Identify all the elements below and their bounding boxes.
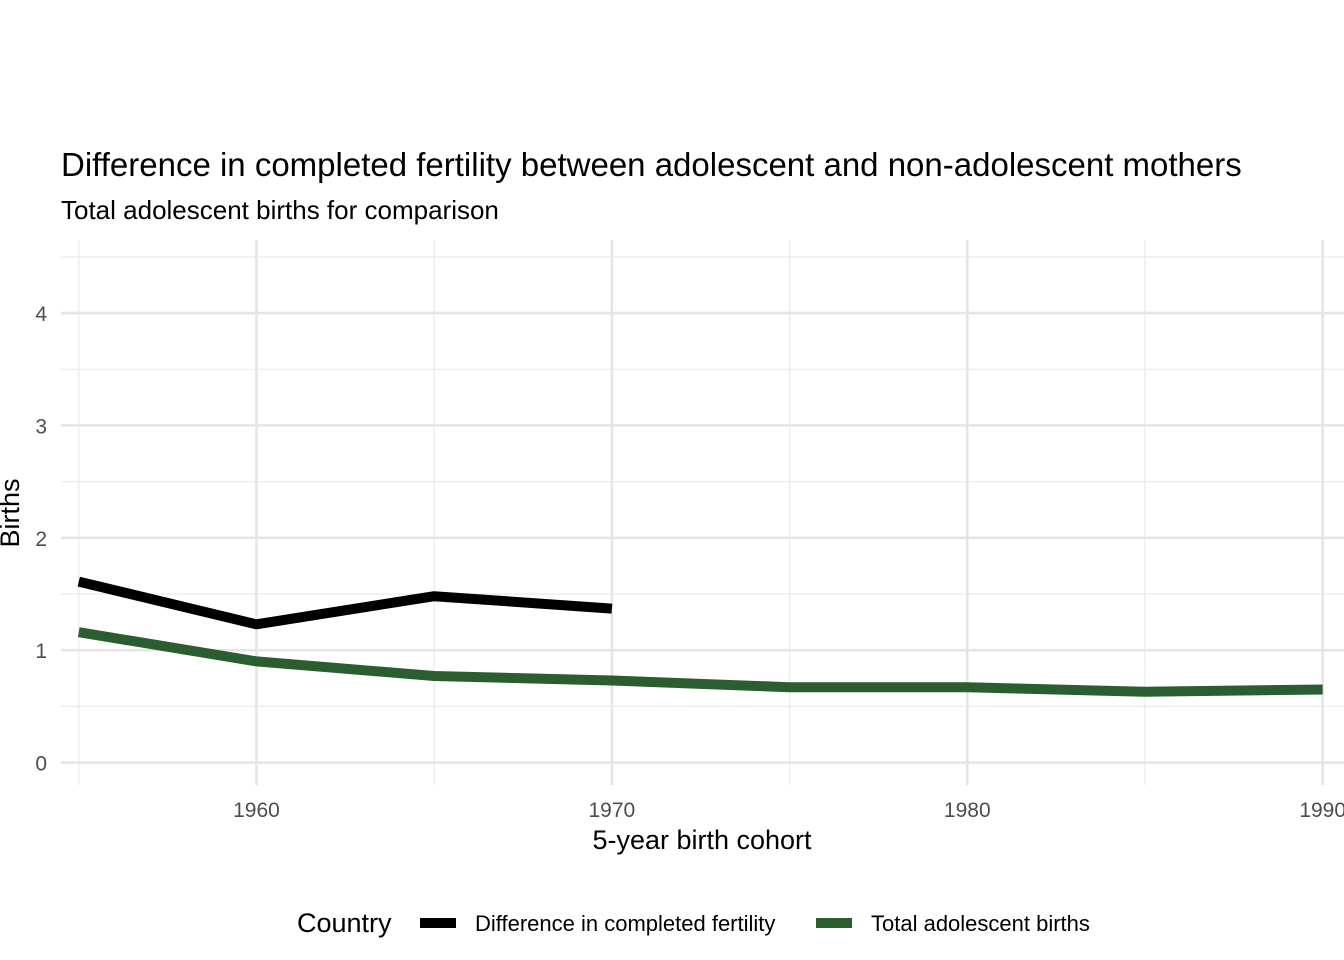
legend-label-1: Difference in completed fertility <box>475 911 775 936</box>
legend-title: Country <box>297 908 392 938</box>
y-tick-label: 3 <box>35 415 47 438</box>
x-tick-label: 1970 <box>589 799 636 822</box>
major-gridlines <box>61 240 1344 785</box>
y-axis-title: Births <box>0 478 25 547</box>
y-tick-label: 0 <box>35 753 47 776</box>
x-tick-label: 1990 <box>1299 799 1344 822</box>
x-tick-label: 1980 <box>944 799 991 822</box>
y-axis-ticks: 0 1 2 3 4 <box>35 303 47 775</box>
chart-title: Difference in completed fertility betwee… <box>61 146 1242 183</box>
legend: Country Difference in completed fertilit… <box>297 908 1090 938</box>
y-tick-label: 4 <box>35 303 47 326</box>
y-tick-label: 1 <box>35 640 47 663</box>
minor-gridlines <box>61 240 1344 785</box>
x-tick-label: 1960 <box>233 799 280 822</box>
legend-items: Difference in completed fertility Total a… <box>420 911 1090 936</box>
legend-label-2: Total adolescent births <box>871 911 1090 936</box>
x-axis-ticks: 1960 1970 1980 1990 <box>233 799 1344 822</box>
y-tick-label: 2 <box>35 528 47 551</box>
series-lines <box>77 576 1323 697</box>
series-line-2 <box>77 627 1323 697</box>
series-line-1 <box>77 576 613 630</box>
x-axis-title: 5-year birth cohort <box>592 825 812 855</box>
chart-subtitle: Total adolescent births for comparison <box>61 195 499 225</box>
